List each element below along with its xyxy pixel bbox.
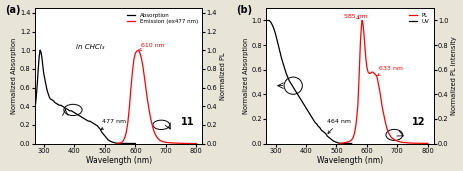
Text: 610 nm: 610 nm [139, 43, 165, 50]
Text: (a): (a) [5, 5, 20, 16]
Text: 585 nm: 585 nm [344, 14, 368, 19]
Y-axis label: Normalized Absorption: Normalized Absorption [243, 38, 249, 114]
Text: 12: 12 [412, 117, 425, 127]
Y-axis label: Normalized Absorption: Normalized Absorption [12, 38, 17, 114]
Text: 464 nm: 464 nm [327, 119, 351, 134]
Y-axis label: Normalized PL Intensity: Normalized PL Intensity [451, 36, 457, 115]
Text: 11: 11 [181, 117, 194, 127]
X-axis label: Wavelength (nm): Wavelength (nm) [86, 156, 152, 166]
Text: 477 nm: 477 nm [101, 119, 126, 129]
Text: (b): (b) [236, 5, 252, 16]
Legend: PL, UV: PL, UV [407, 11, 431, 26]
Text: in CHCl₃: in CHCl₃ [76, 44, 105, 50]
Text: 633 nm: 633 nm [378, 66, 403, 75]
Y-axis label: Normalized PL: Normalized PL [220, 52, 226, 100]
Legend: Absorption, Emission (ex477 nm): Absorption, Emission (ex477 nm) [125, 11, 200, 26]
X-axis label: Wavelength (nm): Wavelength (nm) [317, 156, 383, 166]
